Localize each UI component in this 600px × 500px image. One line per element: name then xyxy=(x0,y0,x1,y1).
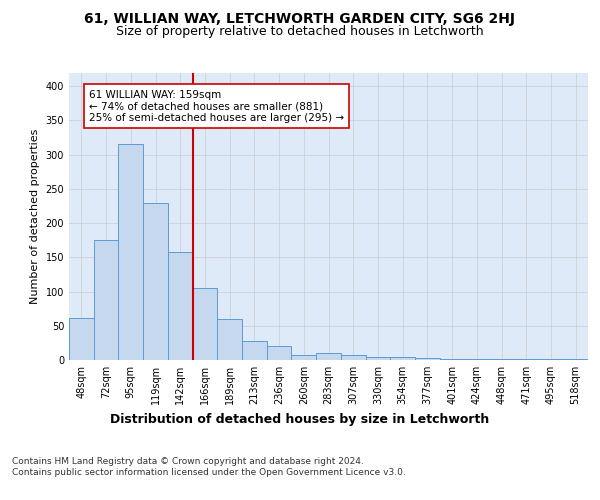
Bar xyxy=(94,240,118,360)
Bar xyxy=(415,358,440,360)
Text: Distribution of detached houses by size in Letchworth: Distribution of detached houses by size … xyxy=(110,412,490,426)
Bar xyxy=(390,358,415,360)
Bar xyxy=(168,252,193,360)
Bar xyxy=(316,353,341,360)
Bar xyxy=(365,356,390,360)
Y-axis label: Number of detached properties: Number of detached properties xyxy=(30,128,40,304)
Bar xyxy=(440,358,464,360)
Text: 61 WILLIAN WAY: 159sqm
← 74% of detached houses are smaller (881)
25% of semi-de: 61 WILLIAN WAY: 159sqm ← 74% of detached… xyxy=(89,90,344,123)
Bar xyxy=(143,202,168,360)
Text: 61, WILLIAN WAY, LETCHWORTH GARDEN CITY, SG6 2HJ: 61, WILLIAN WAY, LETCHWORTH GARDEN CITY,… xyxy=(85,12,515,26)
Bar xyxy=(242,341,267,360)
Bar xyxy=(217,319,242,360)
Text: Size of property relative to detached houses in Letchworth: Size of property relative to detached ho… xyxy=(116,25,484,38)
Bar xyxy=(193,288,217,360)
Bar xyxy=(292,354,316,360)
Bar xyxy=(341,355,365,360)
Bar xyxy=(267,346,292,360)
Bar xyxy=(118,144,143,360)
Bar xyxy=(69,318,94,360)
Text: Contains HM Land Registry data © Crown copyright and database right 2024.
Contai: Contains HM Land Registry data © Crown c… xyxy=(12,458,406,477)
